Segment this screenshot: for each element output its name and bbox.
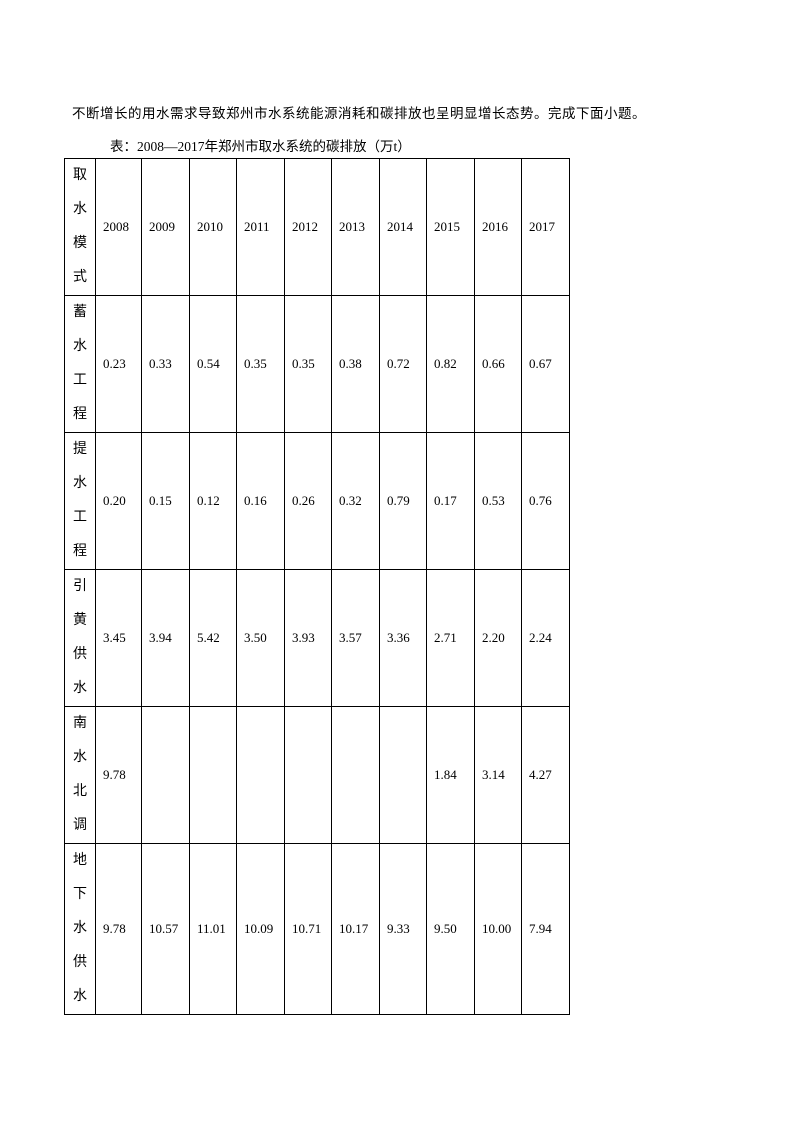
value-cell: 0.35 [236,295,285,433]
value-cell: 10.09 [236,843,285,1015]
value-cell: 3.36 [379,569,427,707]
year-header: 2013 [331,158,380,296]
value-cell: 0.54 [189,295,237,433]
value-cell: 2.20 [474,569,522,707]
row-label-cell: 南水北调 [64,706,96,844]
corner-cell: 取水模式 [64,158,96,296]
value-cell: 10.00 [474,843,522,1015]
row-label: 引黄供水 [73,579,87,696]
value-cell: 0.67 [521,295,570,433]
value-cell: 11.01 [189,843,237,1015]
value-cell: 10.17 [331,843,380,1015]
year-header: 2011 [236,158,285,296]
value-cell: 9.78 [95,843,142,1015]
value-cell: 0.76 [521,432,570,570]
row-label: 南水北调 [73,716,87,833]
corner-label: 取水模式 [73,168,87,285]
value-cell: 0.16 [236,432,285,570]
value-cell: 0.17 [426,432,475,570]
row-label-cell: 地下水供水 [64,843,96,1015]
value-cell [236,706,285,844]
value-cell: 0.72 [379,295,427,433]
value-cell: 4.27 [521,706,570,844]
value-cell: 0.20 [95,432,142,570]
year-header: 2010 [189,158,237,296]
value-cell: 0.26 [284,432,332,570]
header-row: 取水模式 2008 2009 2010 2011 2012 2013 2014 2015 2016… [64,158,570,296]
table-row: 提水工程 0.20 0.15 0.12 0.16 0.26 0.32 0.79 0.17 0.53… [64,432,570,570]
year-header: 2016 [474,158,522,296]
value-cell: 0.32 [331,432,380,570]
carbon-emission-table: 取水模式 2008 2009 2010 2011 2012 2013 2014 2015 2016… [64,158,570,1015]
table-row: 南水北调 9.78 1.84 3.14 4.27 [64,706,570,844]
year-header: 2015 [426,158,475,296]
row-label-cell: 引黄供水 [64,569,96,707]
table-row: 引黄供水 3.45 3.94 5.42 3.50 3.93 3.57 3.36 2.71 2.20… [64,569,570,707]
value-cell: 9.33 [379,843,427,1015]
value-cell: 3.94 [141,569,190,707]
row-label-cell: 蓄水工程 [64,295,96,433]
value-cell: 10.57 [141,843,190,1015]
value-cell: 3.45 [95,569,142,707]
value-cell: 3.50 [236,569,285,707]
value-cell: 0.82 [426,295,475,433]
row-label: 地下水供水 [73,853,87,1004]
table-caption: 表：2008—2017年郑州市取水系统的碳排放（万t） [110,139,411,154]
value-cell: 2.71 [426,569,475,707]
value-cell: 3.93 [284,569,332,707]
value-cell: 0.23 [95,295,142,433]
table-row: 地下水供水 9.78 10.57 11.01 10.09 10.71 10.17 9.33 9.… [64,843,570,1015]
value-cell: 3.57 [331,569,380,707]
value-cell [141,706,190,844]
year-header: 2008 [95,158,142,296]
value-cell: 9.78 [95,706,142,844]
year-header: 2009 [141,158,190,296]
value-cell: 0.33 [141,295,190,433]
year-header: 2017 [521,158,570,296]
value-cell: 0.66 [474,295,522,433]
value-cell: 0.38 [331,295,380,433]
year-header: 2014 [379,158,427,296]
value-cell: 1.84 [426,706,475,844]
value-cell: 0.53 [474,432,522,570]
value-cell: 7.94 [521,843,570,1015]
value-cell: 0.12 [189,432,237,570]
row-label: 蓄水工程 [73,305,87,422]
value-cell [331,706,380,844]
table-row: 蓄水工程 0.23 0.33 0.54 0.35 0.35 0.38 0.72 0.82 0.66… [64,295,570,433]
value-cell: 0.15 [141,432,190,570]
value-cell: 2.24 [521,569,570,707]
intro-text: 不断增长的用水需求导致郑州市水系统能源消耗和碳排放也呈明显增长态势。完成下面小题… [72,106,646,121]
value-cell: 3.14 [474,706,522,844]
row-label-cell: 提水工程 [64,432,96,570]
value-cell: 9.50 [426,843,475,1015]
value-cell: 5.42 [189,569,237,707]
value-cell: 0.35 [284,295,332,433]
value-cell [379,706,427,844]
value-cell [189,706,237,844]
value-cell: 0.79 [379,432,427,570]
row-label: 提水工程 [73,442,87,559]
value-cell [284,706,332,844]
value-cell: 10.71 [284,843,332,1015]
year-header: 2012 [284,158,332,296]
